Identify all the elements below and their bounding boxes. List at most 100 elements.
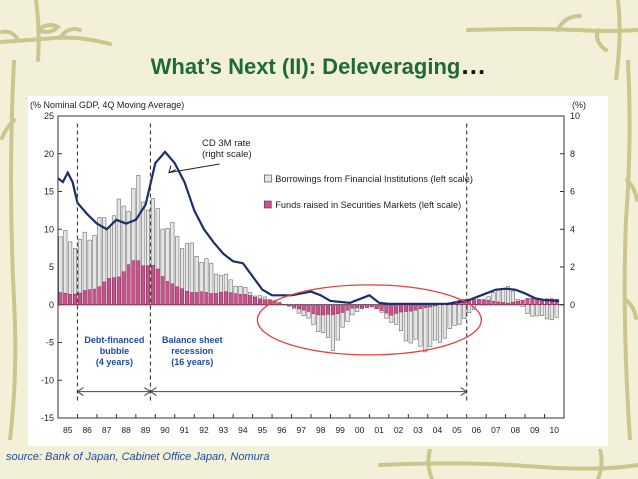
x-tick-label: 02: [394, 425, 404, 435]
funds-bar: [257, 298, 262, 305]
funds-bar: [476, 299, 481, 305]
funds-bar: [399, 304, 403, 313]
left-tick-label: -5: [46, 338, 54, 348]
funds-bar: [233, 293, 238, 305]
funds-bar: [126, 264, 131, 305]
funds-bar: [248, 295, 253, 305]
funds-bar: [345, 304, 350, 311]
funds-bar: [150, 265, 155, 305]
vine-ornament-top-right-icon: [466, 0, 638, 80]
funds-bar: [219, 292, 223, 305]
funds-bar: [116, 276, 121, 305]
funds-bar: [365, 304, 369, 308]
funds-bar: [301, 304, 306, 311]
funds-bar: [73, 293, 77, 305]
funds-bar: [92, 288, 97, 305]
funds-bar: [472, 299, 476, 305]
left-tick-label: 10: [44, 224, 54, 234]
funds-bar: [112, 277, 116, 305]
funds-bar: [238, 294, 243, 305]
borrowings-bar: [437, 304, 442, 343]
bubble-annotation-box: [79, 331, 150, 371]
funds-bar: [287, 304, 292, 306]
cd-rate-callout-line: (right scale): [202, 149, 252, 160]
slide-title-text: What’s Next (II): Deleveraging: [150, 54, 461, 79]
borrowings-bar: [549, 304, 554, 321]
funds-bar: [374, 304, 379, 309]
funds-bar: [77, 292, 82, 305]
funds-bar: [223, 291, 228, 305]
funds-bar: [510, 301, 515, 305]
funds-bar: [214, 293, 219, 305]
legend-funds-label: Funds raised in Securities Markets (left…: [275, 200, 461, 210]
funds-bar: [296, 304, 301, 310]
bubble-arrow-head-left: [76, 387, 84, 396]
borrowings-bar: [530, 304, 535, 317]
vine-ornament-right-icon: [622, 60, 638, 440]
x-tick-label: 06: [472, 425, 482, 435]
funds-bar: [277, 302, 282, 305]
source-note: source: Bank of Japan, Cabinet Office Ja…: [6, 451, 270, 463]
funds-bar: [146, 265, 150, 305]
funds-bar: [340, 304, 345, 313]
funds-bar: [243, 294, 248, 305]
borrowings-bar: [418, 304, 423, 347]
x-tick-label: 08: [511, 425, 521, 435]
funds-bar: [253, 297, 257, 305]
funds-bar: [165, 281, 170, 305]
cd-rate-line: [57, 150, 560, 305]
cd-rate-callout-arrowhead: [168, 165, 177, 174]
x-tick-label: 85: [63, 425, 73, 435]
funds-bar: [170, 283, 175, 305]
borrowings-bar: [423, 304, 428, 353]
borrowings-bar: [544, 304, 549, 320]
borrowings-bar: [457, 304, 462, 325]
bubble-annotation-line: Debt-financed: [84, 335, 144, 345]
vine-ornament-bottom-icon: [378, 449, 638, 479]
funds-bar: [131, 260, 136, 305]
vine-ornament-left-icon: [0, 60, 18, 440]
left-tick-label: 0: [49, 300, 54, 310]
left-tick-label: 25: [44, 111, 54, 121]
funds-bar: [63, 292, 68, 305]
x-tick-label: 87: [102, 425, 112, 435]
x-tick-label: 00: [355, 425, 365, 435]
funds-bar: [525, 298, 530, 305]
funds-bar: [58, 292, 63, 305]
funds-bar: [491, 301, 496, 305]
left-axis-label: (% Nominal GDP, 4Q Moving Average): [30, 100, 184, 110]
funds-bar: [515, 301, 520, 305]
deleveraging-chart: (% Nominal GDP, 4Q Moving Average) (%)252…: [30, 100, 586, 435]
funds-bar: [160, 276, 165, 305]
funds-bar: [428, 304, 433, 308]
x-tick-label: 94: [238, 425, 248, 435]
recession-arrow-head-right: [460, 387, 468, 396]
funds-bar: [360, 304, 365, 309]
x-tick-label: 95: [258, 425, 268, 435]
funds-bar: [355, 304, 360, 309]
x-tick-label: 07: [491, 425, 501, 435]
funds-bar: [184, 291, 189, 305]
funds-bar: [530, 298, 535, 305]
funds-bar: [486, 299, 491, 305]
funds-bar: [194, 292, 199, 305]
funds-bar: [82, 290, 87, 305]
legend-funds-swatch: [263, 200, 272, 209]
x-tick-label: 04: [433, 425, 443, 435]
funds-bar: [136, 260, 141, 305]
right-tick-label: 0: [570, 300, 575, 310]
legend-borrowings-swatch: [263, 174, 272, 183]
funds-bar: [68, 294, 73, 305]
right-tick-label: 4: [570, 224, 575, 234]
recession-arrow-head-left: [149, 387, 157, 396]
bubble-annotation-line: (4 years): [96, 357, 133, 367]
funds-bar: [87, 289, 92, 305]
x-tick-label: 91: [180, 425, 190, 435]
x-tick-label: 03: [413, 425, 423, 435]
borrowings-bar: [428, 304, 433, 347]
left-tick-label: -10: [41, 375, 54, 385]
funds-bar: [496, 301, 501, 305]
x-tick-label: 05: [452, 425, 462, 435]
borrowings-bar: [554, 304, 559, 318]
right-tick-label: 6: [570, 187, 575, 197]
